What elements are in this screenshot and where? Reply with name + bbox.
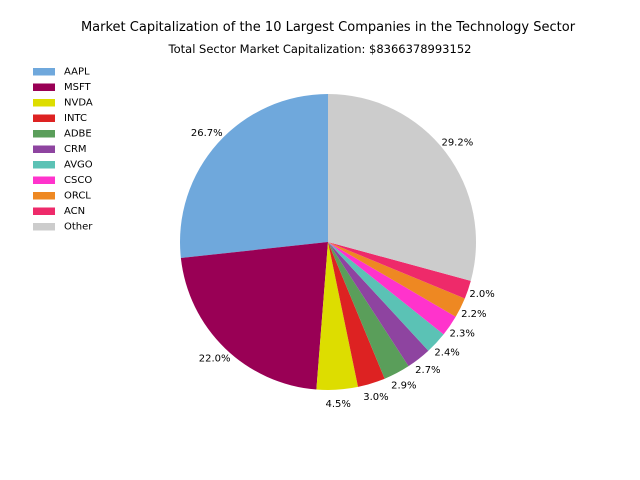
pie-slices (179, 93, 477, 390)
pie-slice-intc (328, 242, 385, 387)
pie-slice-adbe (328, 242, 409, 379)
legend-swatch-avgo (33, 161, 55, 169)
legend-label-acn: ACN (64, 206, 85, 217)
percentage-labels: 26.7% 22.0% 4.5% 3.0%2.9% 2.7% 2.4% 2.3% 2.2% 2.… (191, 128, 495, 410)
pct-label-csco: 2.3% (449, 329, 474, 340)
legend-label-csco: CSCO (64, 175, 92, 186)
legend-label-adbe: ADBE (64, 129, 92, 140)
pct-label-msft: 22.0% (199, 353, 231, 364)
legend-swatch-intc (33, 114, 55, 122)
legend-swatch-orcl (33, 192, 55, 200)
legend-swatch-adbe (33, 130, 55, 138)
legend-label-other: Other (64, 222, 93, 233)
pie-slice-acn (328, 242, 471, 299)
legend-label-intc: INTC (64, 113, 87, 124)
legend-label-aapl: AAPL (64, 67, 90, 78)
pct-label-adbe: 2.9% (391, 381, 416, 392)
legend-swatch-aapl (33, 68, 55, 76)
legend-swatch-csco (33, 176, 55, 184)
legend-swatch-crm (33, 145, 55, 153)
legend-label-avgo: AVGO (64, 160, 93, 171)
legend-label-orcl: ORCL (64, 191, 91, 202)
pie-slice-other (328, 93, 477, 281)
pie-slice-nvda (316, 242, 359, 390)
pct-label-intc: 3.0% (363, 392, 388, 403)
legend-swatch-msft (33, 83, 55, 91)
pct-label-acn: 2.0% (469, 289, 494, 300)
pie-slice-csco (328, 242, 456, 335)
legend-label-nvda: NVDA (64, 98, 93, 109)
pie-slice-crm (328, 242, 429, 367)
pct-label-crm: 2.7% (415, 365, 440, 376)
legend-swatch-acn (33, 207, 55, 215)
pie-slice-aapl (179, 94, 328, 259)
legend: AAPL MSFT NVDA INTC ADBE CRM AVGO CSCO ORCL ACN Ot… (33, 67, 93, 233)
pct-label-orcl: 2.2% (461, 309, 486, 320)
chart-subtitle: Total Sector Market Capitalization: $836… (168, 42, 472, 56)
legend-swatch-nvda (33, 99, 55, 107)
pct-label-nvda: 4.5% (326, 399, 351, 410)
legend-label-msft: MSFT (64, 82, 92, 93)
pct-label-avgo: 2.4% (434, 347, 459, 358)
pct-label-other: 29.2% (441, 138, 473, 149)
pie-slice-orcl (328, 242, 465, 317)
pie-slice-avgo (328, 242, 444, 351)
legend-swatch-other (33, 223, 55, 231)
pct-label-aapl: 26.7% (191, 128, 223, 139)
pie-slice-msft (180, 242, 328, 390)
legend-label-crm: CRM (64, 144, 87, 155)
chart-title: Market Capitalization of the 10 Largest … (81, 20, 576, 35)
